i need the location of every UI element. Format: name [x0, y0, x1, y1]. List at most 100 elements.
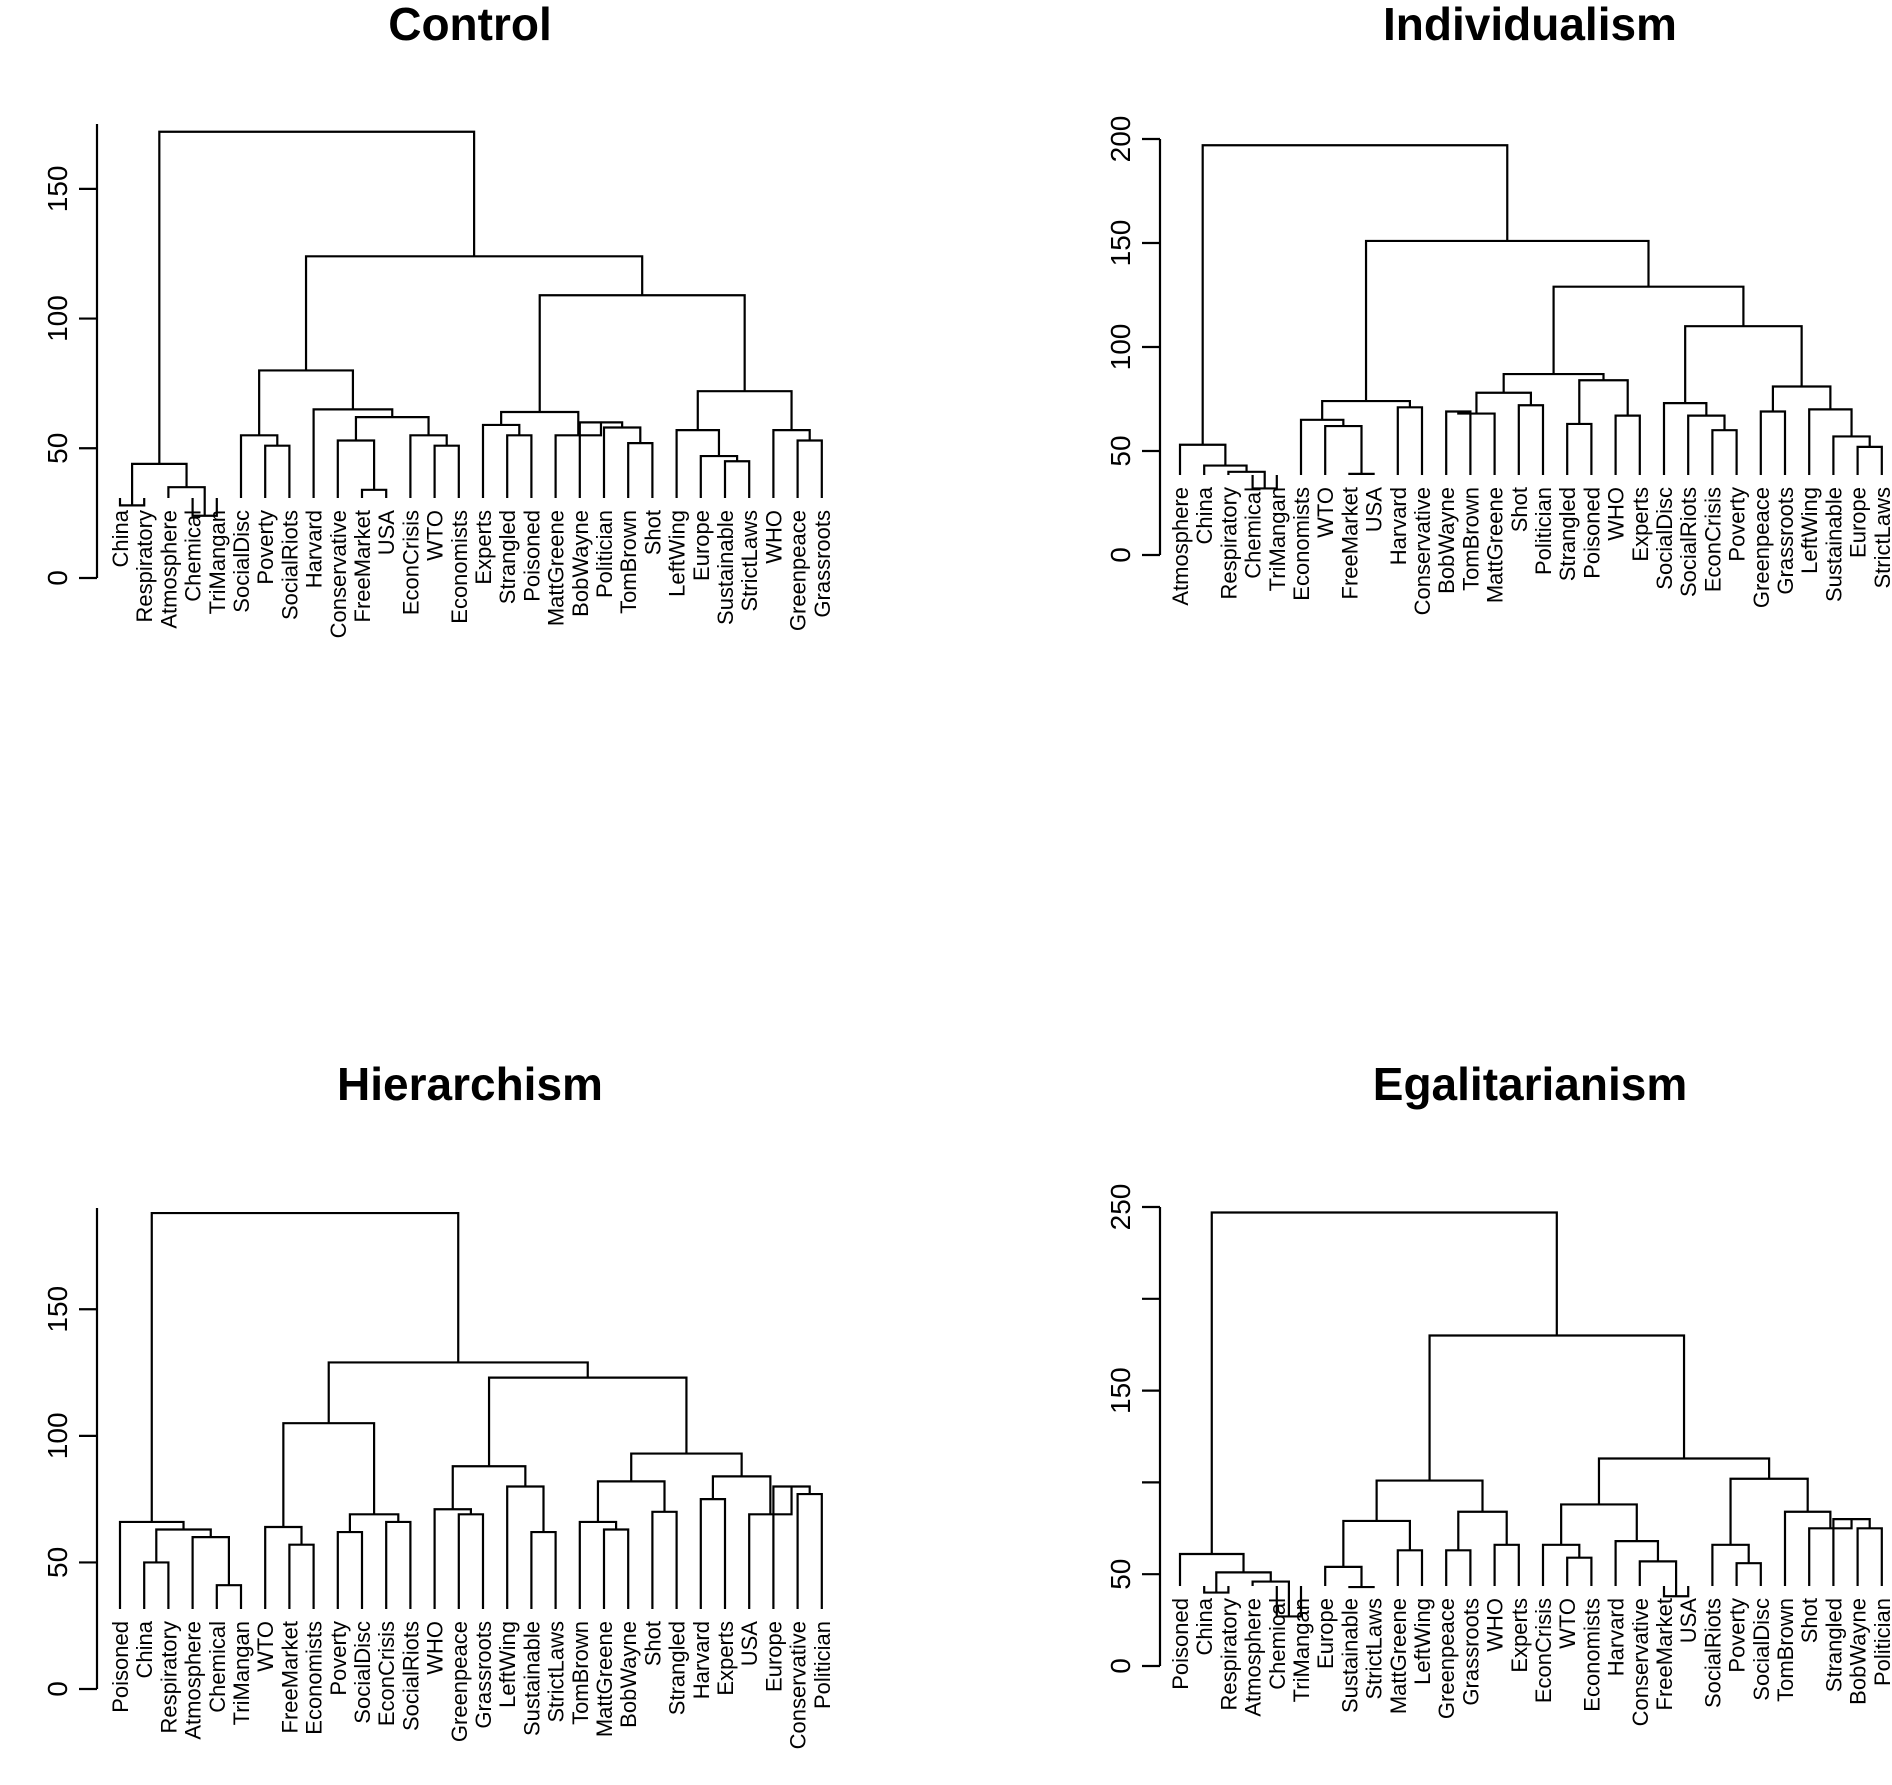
leaf-label: BobWayne	[1846, 1598, 1871, 1705]
leaf-label: WHO	[761, 510, 786, 564]
leaf-label: TomBrown	[616, 510, 641, 614]
panel-title-control: Control	[388, 0, 552, 50]
leaf-label: WHO	[1604, 487, 1629, 541]
leaf-label: Economists	[302, 1621, 327, 1735]
leaf-label: Economists	[1579, 1598, 1604, 1712]
leaf-label: TomBrown	[568, 1621, 593, 1725]
dendrogram-branch	[602, 426, 642, 498]
leaf-label: Sustainable	[519, 1621, 544, 1736]
dendrogram-branch	[1475, 391, 1532, 414]
leaf-label: Grassroots	[1458, 1598, 1483, 1706]
dendrogram-branch	[264, 1525, 303, 1609]
leaf-label: Conservative	[786, 1621, 811, 1749]
leaf-label: Europe	[689, 510, 714, 581]
leaf-label: China	[108, 509, 133, 567]
dendrogram-branch	[457, 1513, 485, 1609]
leaf-label: Chemical	[205, 1621, 230, 1713]
leaf-label: Strangled	[1555, 487, 1580, 581]
leaf-label: EconCrisis	[398, 510, 423, 615]
dendrogram-branch	[506, 434, 533, 498]
dendrogram-branch	[1614, 1540, 1660, 1586]
dendrogram-branch	[150, 1211, 460, 1522]
leaf-label: WTO	[423, 510, 448, 561]
leaf-label: Greenpeace	[447, 1621, 472, 1742]
leaf-label: Poisoned	[1168, 1598, 1193, 1690]
leaf-label: WTO	[253, 1621, 278, 1672]
leaf-label: Respiratory	[1216, 1598, 1241, 1710]
leaf-label: Politician	[1870, 1598, 1892, 1686]
dendrogram-branch	[1324, 424, 1363, 475]
dendrogram-branch	[1684, 325, 1803, 404]
leaf-label: TriMangan	[205, 510, 230, 614]
leaf-label: Poverty	[253, 510, 278, 585]
dendrogram-branch	[1324, 1565, 1363, 1588]
dendrogram-branch	[1735, 1562, 1762, 1586]
leaf-label: SocialDisc	[1749, 1598, 1774, 1701]
dendrogram-branch	[487, 1376, 688, 1467]
leaf-label: LeftWing	[1410, 1598, 1435, 1685]
dendrogram-branch	[131, 462, 188, 506]
dendrogram-branch	[578, 1520, 618, 1609]
leaf-label: WHO	[423, 1621, 448, 1675]
leaf-label: Greenpeace	[786, 510, 811, 631]
dendrogram-branch	[118, 1520, 185, 1609]
leaf-label: Atmosphere	[156, 510, 181, 629]
leaf-label: Europe	[1313, 1598, 1338, 1669]
dendrogram-branch	[1711, 1543, 1750, 1586]
leaf-label: FreeMarket	[350, 510, 375, 622]
dendrogram-branch	[596, 1480, 666, 1522]
dendrogram-branch	[772, 1485, 811, 1609]
leaf-label: Experts	[713, 1621, 738, 1696]
leaf-label: Greenpeace	[1434, 1598, 1459, 1719]
dendrogram-branch	[1457, 1510, 1508, 1551]
y-tick-label: 100	[1105, 324, 1136, 371]
dendrogram-branch	[1578, 379, 1629, 424]
dendrogram-branch	[1445, 1549, 1472, 1586]
dendrogram-branch	[1227, 470, 1266, 489]
leaf-label: Respiratory	[1216, 487, 1241, 599]
dendrogram-branch	[699, 454, 739, 498]
dendrogram-branch	[191, 1536, 230, 1609]
leaf-label: Sustainable	[713, 510, 738, 625]
y-tick-label: 100	[42, 1412, 73, 1459]
leaf-label: Economists	[447, 510, 472, 624]
leaf-label: Harvard	[689, 1621, 714, 1699]
y-tick-label: 50	[1105, 1559, 1136, 1590]
panel-title-hierarchism: Hierarchism	[337, 1058, 603, 1110]
dendrogram-branch	[360, 488, 388, 498]
leaf-label: Poverty	[1725, 1598, 1750, 1673]
dendrogram-branch	[1759, 410, 1787, 475]
leaf-label: Conservative	[326, 510, 351, 638]
leaf-label: WTO	[1313, 487, 1338, 538]
leaf-label: MattGreene	[592, 1621, 617, 1737]
leaf-label: Conservative	[1628, 1598, 1653, 1726]
dendrogram-branch	[796, 439, 823, 498]
y-tick-label: 150	[1105, 1367, 1136, 1414]
dendrogram-branch	[1342, 1519, 1411, 1567]
leaf-label: TriMangan	[229, 1621, 254, 1725]
leaf-label: Experts	[1628, 487, 1653, 562]
dendrogram-branch	[1832, 435, 1871, 475]
leaf-label: SocialRiots	[277, 510, 302, 620]
dendrogram-branch	[1502, 372, 1605, 393]
leaf-label: Conservative	[1410, 487, 1435, 615]
leaf-label: Politician	[592, 510, 617, 598]
y-tick-label: 50	[42, 433, 73, 464]
leaf-label: LeftWing	[1797, 487, 1822, 574]
leaf-label: Chemical	[1265, 1598, 1290, 1690]
leaf-label: Respiratory	[156, 1621, 181, 1733]
dendrogram-branch	[385, 1520, 412, 1609]
y-tick-label: 0	[42, 570, 73, 586]
leaf-label: SocialDisc	[350, 1621, 375, 1724]
leaf-label: Sustainable	[1337, 1598, 1362, 1713]
leaf-label: Respiratory	[132, 510, 157, 622]
dendrogram-branch	[602, 1528, 630, 1609]
dendrogram-branch	[1517, 404, 1545, 475]
dendrogram-branch	[1856, 445, 1883, 475]
dendrogram-branch	[796, 1492, 823, 1609]
dendrogram-branch	[1493, 1543, 1520, 1586]
leaf-label: Atmosphere	[1168, 487, 1193, 606]
leaf-label: Chemical	[1241, 487, 1266, 579]
leaf-label: BobWayne	[1434, 487, 1459, 594]
